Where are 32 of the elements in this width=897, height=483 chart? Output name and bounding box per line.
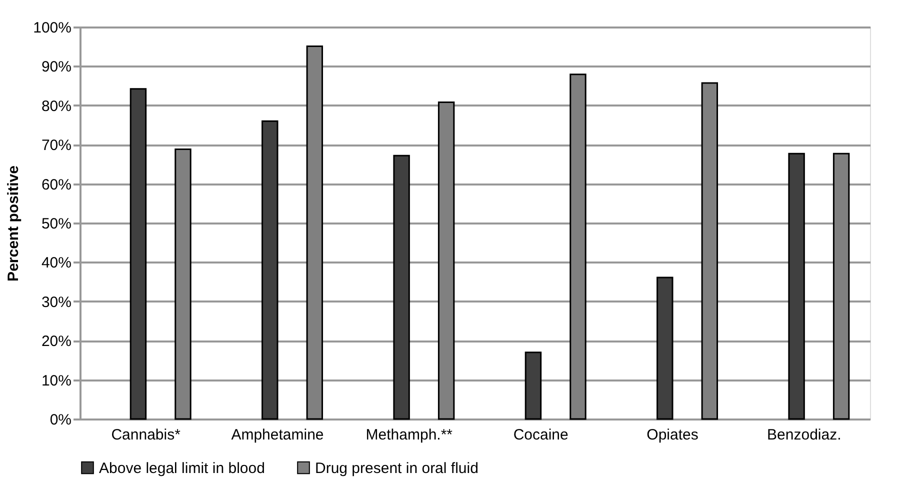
y-tick-label: 10% [41,372,72,390]
y-tick-label: 40% [41,254,72,272]
x-tick-label: Benzodiaz. [767,426,842,444]
y-tick-label: 30% [41,294,72,311]
bar [306,45,324,420]
bar [701,82,718,420]
x-tick-label: Cocaine [513,426,568,444]
y-tick-label: 80% [41,98,72,115]
bar [393,154,410,420]
bar [788,152,805,420]
y-tick-label: 20% [41,333,72,350]
x-tick-label: Methamph.** [366,426,453,444]
y-tick-label: 70% [41,137,72,154]
y-tick-label: 60% [41,176,72,194]
bar [130,88,147,420]
y-tick-label: 0% [50,412,72,428]
bar [438,102,455,420]
y-tick-label: 100% [33,20,72,36]
bar [262,120,278,420]
legend-label: Drug present in oral fluid [315,460,478,477]
x-tick-label: Opiates [646,426,698,444]
y-tick-label: 50% [41,216,72,232]
y-tick-label: 90% [41,58,72,76]
bar [656,276,674,420]
y-axis-title: Percent positive [5,166,22,282]
x-tick-label: Cannabis* [111,426,181,444]
x-tick-label: Amphetamine [231,426,324,444]
legend-label: Above legal limit in blood [99,460,265,477]
bar [570,74,586,420]
bar [832,152,850,420]
bar [524,352,542,420]
bar [174,148,192,420]
